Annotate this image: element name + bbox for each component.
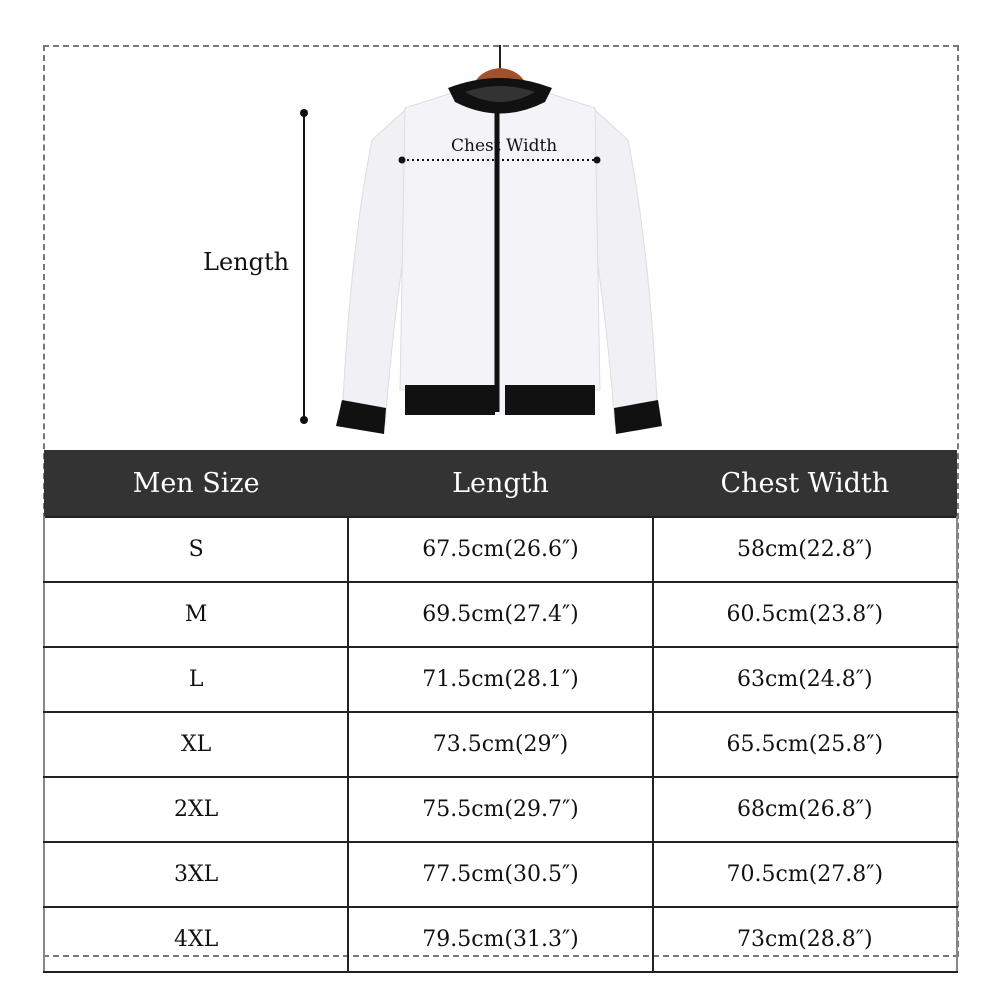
chest-width-cell: 70.5cm(27.8″) [651,841,959,908]
table-row: L 71.5cm(28.1″) 63cm(24.8″) [42,646,959,713]
size-cell: M [42,581,350,648]
length-cell: 77.5cm(30.5″) [347,841,654,908]
jacket-diagram: Length Chest Width [0,0,1000,450]
length-cell: 75.5cm(29.7″) [347,776,654,843]
table-row: 3XL 77.5cm(30.5″) 70.5cm(27.8″) [42,841,959,908]
size-cell: L [42,646,350,713]
length-cell: 73.5cm(29″) [347,711,654,778]
header-chest-width: Chest Width [652,450,957,517]
chest-width-cell: 65.5cm(25.8″) [651,711,959,778]
table-header-row: Men Size Length Chest Width [44,450,957,517]
length-cell: 67.5cm(26.6″) [347,516,654,583]
size-cell: 3XL [42,841,350,908]
header-length: Length [348,450,653,517]
size-cell: 2XL [42,776,350,843]
size-cell: 4XL [42,906,350,973]
table-row: M 69.5cm(27.4″) 60.5cm(23.8″) [42,581,959,648]
chest-width-label: Chest Width [451,136,558,156]
table-row: 4XL 79.5cm(31.3″) 73cm(28.8″) [42,906,959,973]
size-cell: XL [42,711,350,778]
table-row: XL 73.5cm(29″) 65.5cm(25.8″) [42,711,959,778]
chest-width-cell: 68cm(26.8″) [651,776,959,843]
size-chart-table: Men Size Length Chest Width S 67.5cm(26.6… [42,450,959,973]
chest-width-cell: 73cm(28.8″) [651,906,959,973]
length-cell: 79.5cm(31.3″) [347,906,654,973]
chest-width-cell: 63cm(24.8″) [651,646,959,713]
table-row: 2XL 75.5cm(29.7″) 68cm(26.8″) [42,776,959,843]
jacket-illustration [300,45,662,434]
length-cell: 71.5cm(28.1″) [347,646,654,713]
table-row: S 67.5cm(26.6″) 58cm(22.8″) [42,516,959,583]
size-cell: S [42,516,350,583]
chest-width-cell: 58cm(22.8″) [651,516,959,583]
length-label: Length [203,248,290,276]
header-size: Men Size [44,450,349,517]
chest-width-cell: 60.5cm(23.8″) [651,581,959,648]
length-cell: 69.5cm(27.4″) [347,581,654,648]
